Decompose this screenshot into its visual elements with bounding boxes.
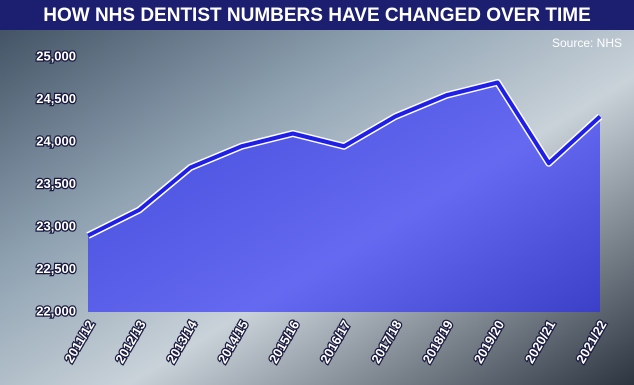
- area: [88, 82, 600, 312]
- y-tick-label: 25,000: [36, 48, 76, 63]
- y-tick-label: 22,000: [36, 303, 76, 318]
- y-tick-label: 24,500: [36, 91, 76, 106]
- y-tick-label: 22,500: [36, 261, 76, 276]
- y-tick-label: 23,500: [36, 176, 76, 191]
- line: [87, 80, 602, 238]
- y-tick-label: 23,000: [36, 218, 76, 233]
- y-tick-label: 24,000: [36, 133, 76, 148]
- chart-title: HOW NHS DENTIST NUMBERS HAVE CHANGED OVE…: [43, 5, 591, 26]
- title-bar: [0, 0, 634, 30]
- source: Source: NHS: [552, 36, 622, 50]
